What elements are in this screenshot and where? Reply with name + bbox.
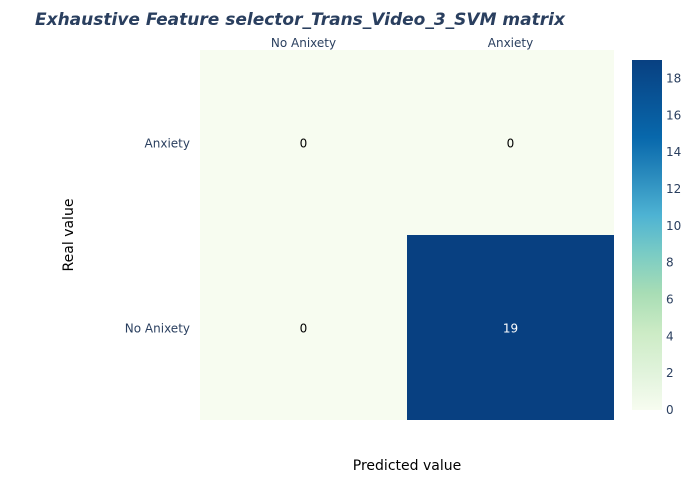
heatmap-cell xyxy=(200,235,407,420)
y-axis-ticks: Anxiety No Anixety xyxy=(125,137,190,336)
colorbar-tick-label: 16 xyxy=(666,108,681,122)
x-axis-label: Predicted value xyxy=(353,458,461,474)
colorbar-tick-label: 12 xyxy=(666,182,681,196)
colorbar-tick-label: 0 xyxy=(666,403,674,417)
colorbar-tick-label: 8 xyxy=(666,256,674,270)
colorbar-tick-label: 14 xyxy=(666,145,681,159)
colorbar-ticks: 0 2 4 6 8 10 12 14 16 18 xyxy=(666,71,681,417)
cell-value-label: 0 xyxy=(300,322,308,336)
x-axis-ticks: No Anixety Anxiety xyxy=(271,36,533,50)
heatmap-cell xyxy=(407,50,614,235)
x-tick-label: Anxiety xyxy=(488,36,533,50)
cell-value-label: 19 xyxy=(503,322,518,336)
y-axis-label: Real value xyxy=(61,199,77,272)
colorbar-tick-label: 4 xyxy=(666,329,674,343)
colorbar-tick-label: 6 xyxy=(666,292,674,306)
colorbar-tick-label: 18 xyxy=(666,71,681,85)
x-tick-label: No Anixety xyxy=(271,36,336,50)
colorbar-tick-label: 2 xyxy=(666,366,674,380)
y-tick-label: No Anixety xyxy=(125,322,190,336)
chart-title: Exhaustive Feature selector_Trans_Video_… xyxy=(35,10,566,30)
y-tick-label: Anxiety xyxy=(145,137,190,151)
cell-value-label: 0 xyxy=(507,137,515,151)
cell-value-label: 0 xyxy=(300,137,308,151)
colorbar xyxy=(632,60,662,410)
colorbar-tick-label: 10 xyxy=(666,219,681,233)
heatmap-cell xyxy=(200,50,407,235)
heatmap-cell xyxy=(407,235,614,420)
heatmap-cells xyxy=(200,50,614,420)
heatmap-cell-labels: 0 0 0 19 xyxy=(300,137,518,336)
